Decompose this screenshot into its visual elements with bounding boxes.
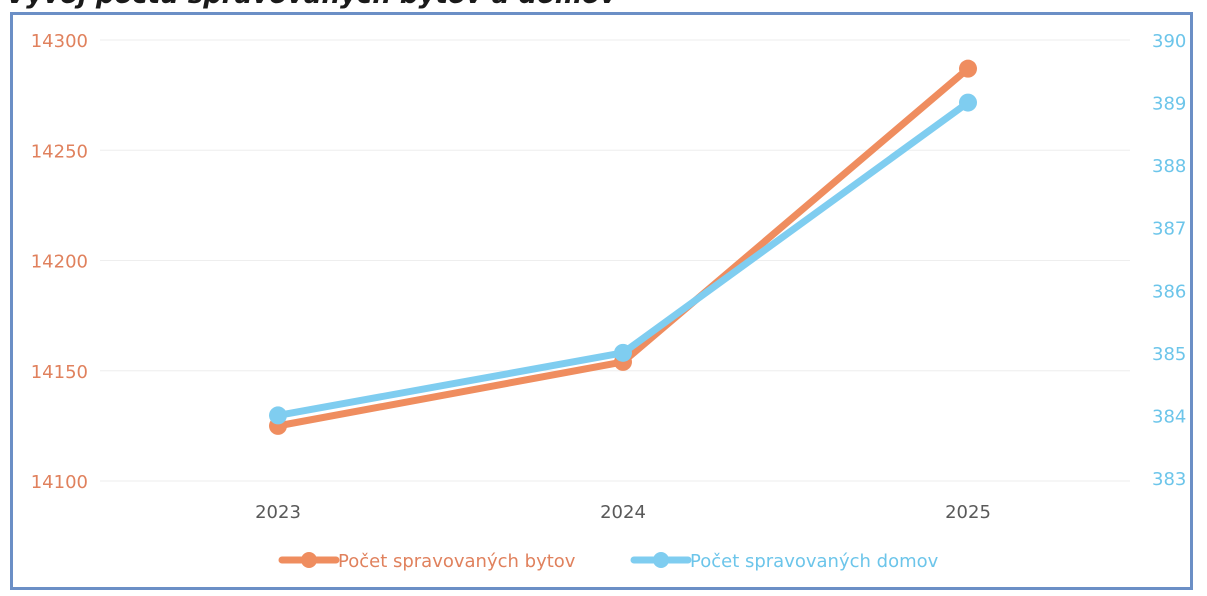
left-tick-label: 14300 (31, 31, 88, 52)
right-tick-label: 387 (1152, 219, 1186, 240)
data-point (959, 59, 977, 78)
legend-item-1: Počet spravovaných bytov (278, 551, 576, 572)
legend-label: Počet spravovaných domov (690, 551, 939, 572)
right-tick-label: 388 (1152, 156, 1186, 177)
right-tick-label: 383 (1152, 469, 1186, 490)
left-axis-ticks: 14100 14150 14200 14250 14300 (31, 31, 88, 493)
legend-marker (653, 552, 669, 568)
left-tick-label: 14150 (31, 362, 88, 383)
left-tick-label: 14250 (31, 141, 88, 162)
series-lines (269, 59, 977, 435)
legend-item-2: Počet spravovaných domov (630, 551, 939, 572)
data-point (959, 93, 977, 112)
data-point (614, 343, 632, 362)
right-tick-label: 386 (1152, 281, 1186, 302)
legend-label: Počet spravovaných bytov (338, 551, 576, 572)
legend: Počet spravovaných bytov Počet spravovaný… (278, 551, 939, 572)
chart-frame (10, 12, 1193, 590)
gridlines (100, 39, 1130, 482)
x-tick-label: 2023 (255, 502, 301, 523)
right-tick-label: 389 (1152, 94, 1186, 115)
left-tick-label: 14100 (31, 472, 88, 493)
series-line-1 (274, 65, 972, 430)
right-tick-label: 385 (1152, 344, 1186, 365)
right-tick-label: 384 (1152, 406, 1186, 427)
legend-marker (301, 552, 317, 568)
x-axis-ticks: 2023 2024 2025 (255, 502, 991, 523)
right-axis-ticks: 383 384 385 386 387 388 389 390 (1152, 31, 1186, 490)
data-point (269, 406, 287, 425)
left-tick-label: 14200 (31, 252, 88, 273)
x-tick-label: 2024 (600, 502, 646, 523)
x-tick-label: 2025 (945, 502, 991, 523)
cut-off-title: Vývoj počtu spravovaných bytov a domov (0, 0, 1207, 10)
right-tick-label: 390 (1152, 31, 1186, 52)
